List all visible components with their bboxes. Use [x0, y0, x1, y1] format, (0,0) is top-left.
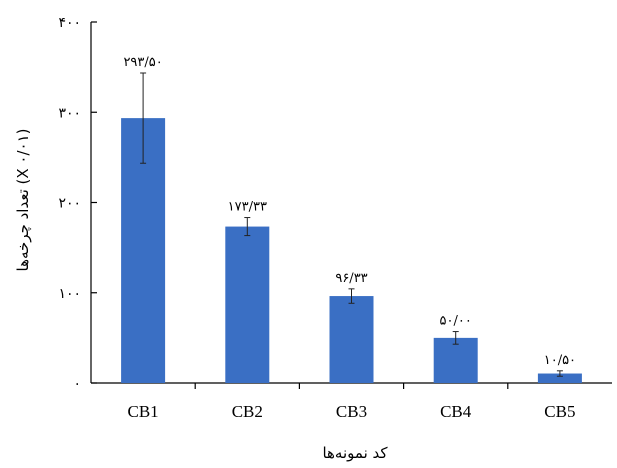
value-labels: ۲۹۳/۵۰ ۱۷۳/۳۳ ۹۶/۳۳ ۵۰/۰۰ ۱۰/۵۰ — [123, 55, 576, 368]
x-tick-label: CB3 — [336, 402, 367, 421]
data-label: ۲۹۳/۵۰ — [123, 55, 162, 70]
y-axis: ۰ ۱۰۰ ۲۰۰ ۳۰۰ ۴۰۰ — [58, 15, 97, 392]
data-label: ۱۷۳/۳۳ — [228, 200, 267, 215]
y-tick-label: ۰ — [73, 376, 81, 392]
y-tick-label: ۱۰۰ — [58, 286, 81, 302]
y-tick-label: ۳۰۰ — [58, 105, 81, 121]
x-tick-label: CB4 — [440, 402, 472, 421]
data-label: ۱۰/۵۰ — [544, 353, 576, 368]
x-axis: CB1 CB2 CB3 CB4 CB5 — [128, 383, 575, 421]
x-tick-label: CB1 — [128, 402, 159, 421]
y-tick-label: ۲۰۰ — [58, 196, 81, 212]
data-label: ۵۰/۰۰ — [440, 314, 472, 329]
y-axis-title: تعداد چرخه‌ها (X ۰/۰۱) — [14, 129, 32, 272]
x-axis-title: کد نمونه‌ها — [322, 444, 388, 462]
bars — [121, 118, 582, 384]
bar — [329, 296, 374, 383]
data-label: ۹۶/۳۳ — [335, 271, 367, 286]
bar — [225, 226, 270, 383]
error-bars — [140, 72, 563, 377]
bar — [433, 337, 478, 383]
x-tick-label: CB5 — [544, 402, 575, 421]
x-tick-label: CB2 — [232, 402, 263, 421]
bar — [537, 373, 582, 383]
y-tick-label: ۴۰۰ — [58, 15, 81, 31]
